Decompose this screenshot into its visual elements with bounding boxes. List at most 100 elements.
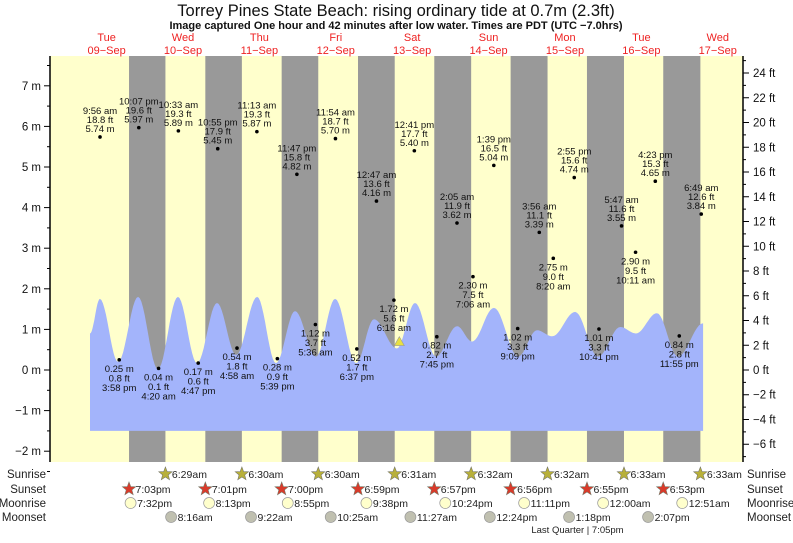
high-tide-label: 5.74 m [85, 124, 114, 135]
low-tide-label: 0.25 m [105, 364, 134, 375]
plot-area: Tue09−SepWed10−SepThu11−SepFri12−SepSat1… [50, 32, 743, 462]
moonset-row-label-left: Moonset [2, 512, 47, 524]
high-tide-label: 19.3 ft [244, 110, 271, 121]
low-tide-label: 2.7 ft [426, 350, 447, 361]
sunset-time: 7:01pm [212, 484, 247, 496]
high-tide-label: 18.7 ft [322, 117, 349, 128]
high-tide-label: 11.6 ft [609, 204, 635, 215]
high-tide-label: 5.70 m [321, 126, 350, 137]
left-axis-tick-label: 4 m [22, 203, 41, 215]
low-tide-point [117, 358, 122, 362]
low-tide-label: 6:16 am [377, 323, 411, 334]
high-tide-label: 4.65 m [641, 168, 670, 179]
low-tide-label: 6:37 pm [340, 372, 374, 383]
high-tide-label: 3.62 m [442, 210, 471, 221]
high-tide-label: 10:33 am [159, 100, 199, 111]
high-tide-point [699, 212, 704, 216]
high-tide-point [374, 199, 379, 203]
high-tide-point [412, 148, 417, 153]
day-label-date: 15−Sep [546, 45, 584, 57]
sunrise-time: 6:32am [554, 469, 589, 481]
high-tide-label: 15.8 ft [284, 152, 311, 163]
right-axis-tick-label: 22 ft [753, 93, 776, 105]
day-label-date: 10−Sep [164, 45, 202, 57]
high-tide-label: 5.45 m [203, 136, 232, 147]
right-axis-tick-label: 8 ft [753, 266, 770, 278]
sunset-time: 6:56pm [517, 484, 552, 496]
day-label-weekday: Sun [479, 32, 499, 44]
moonrise-moon-icon [203, 497, 215, 509]
low-tide-label: 2.90 m [621, 256, 650, 267]
moonset-row-label-right: Moonset [747, 512, 792, 524]
moonset-moon-icon [245, 511, 257, 523]
high-tide-point [333, 136, 338, 141]
moonset-moon-icon [165, 511, 177, 523]
high-tide-point [537, 230, 542, 235]
low-tide-point [551, 256, 556, 261]
low-tide-point [196, 361, 201, 365]
low-tide-label: 0.52 m [342, 353, 371, 364]
low-tide-label: 0.54 m [222, 352, 251, 363]
day-label-weekday: Thu [250, 32, 269, 44]
low-tide-point [156, 366, 161, 371]
left-axis-tick-label: 1 m [22, 324, 41, 336]
low-tide-label: 3.7 ft [305, 338, 326, 349]
high-tide-label: 4.74 m [560, 165, 589, 176]
moonset-time: 12:24pm [496, 512, 537, 524]
moonrise-moon-icon [518, 497, 531, 509]
high-tide-label: 4.16 m [362, 188, 391, 199]
high-tide-point [255, 129, 259, 134]
right-axis-tick-label: −4 ft [753, 414, 777, 426]
low-tide-point [355, 347, 359, 351]
day-label-weekday: Wed [707, 32, 729, 44]
high-tide-label: 12:47 am [357, 170, 397, 181]
low-tide-label: 11:55 pm [660, 359, 699, 370]
moonrise-time: 7:32pm [137, 498, 172, 510]
high-tide-label: 3.84 m [687, 201, 716, 212]
low-tide-label: 1.01 m [584, 333, 613, 344]
right-axis-tick-label: −2 ft [753, 390, 777, 402]
chart-subtitle: Image captured One hour and 42 minutes a… [169, 20, 622, 32]
high-tide-label: 16.5 ft [481, 143, 508, 154]
high-tide-label: 11.9 ft [444, 201, 470, 212]
moonrise-time: 9:38pm [373, 498, 408, 510]
right-axis-tick-label: −6 ft [753, 439, 777, 451]
low-tide-label: 8:20 am [536, 281, 570, 292]
low-tide-label: 1.8 ft [226, 362, 247, 373]
high-tide-label: 3.39 m [525, 219, 554, 230]
sunset-star-icon [274, 481, 290, 496]
moonrise-time: 8:55pm [294, 498, 329, 510]
high-tide-label: 18.8 ft [87, 115, 114, 126]
low-tide-label: 4:47 pm [181, 386, 215, 397]
low-tide-label: 7:06 am [456, 300, 490, 311]
low-tide-label: 0.17 m [184, 367, 213, 378]
high-tide-label: 5.89 m [164, 118, 193, 129]
left-axis-tick-label: −1 m [15, 406, 41, 418]
sunrise-star-icon [463, 466, 479, 481]
moonset-time: 2:07pm [655, 512, 690, 524]
sunset-star-icon [503, 481, 519, 496]
sunrise-star-icon [157, 466, 173, 481]
low-tide-label: 3:58 pm [102, 383, 136, 394]
moonrise-moon-icon [124, 497, 137, 509]
low-tide-label: 10:41 pm [579, 352, 619, 363]
sunrise-row-label-right: Sunrise [747, 469, 786, 481]
low-tide-label: 0.9 ft [267, 372, 288, 383]
sunset-time: 6:57pm [441, 484, 476, 496]
low-tide-label: 9.5 ft [625, 266, 646, 277]
sunset-time: 6:53pm [670, 484, 705, 496]
low-tide-label: 5.6 ft [383, 314, 404, 325]
low-tide-label: 5:36 am [298, 348, 332, 359]
low-tide-point [313, 322, 318, 327]
sunrise-time: 6:33am [707, 469, 742, 481]
high-tide-point [295, 172, 299, 177]
right-axis-tick-label: 12 ft [753, 217, 776, 229]
right-axis-tick-label: 10 ft [753, 241, 776, 253]
low-tide-label: 0.84 m [665, 340, 694, 351]
low-tide-point [435, 334, 439, 339]
sunset-time: 6:59pm [364, 484, 399, 496]
low-tide-label: 4:20 am [141, 391, 175, 402]
moonset-moon-icon [483, 511, 496, 523]
low-tide-label: 2.75 m [539, 262, 568, 273]
high-tide-point [619, 224, 624, 228]
